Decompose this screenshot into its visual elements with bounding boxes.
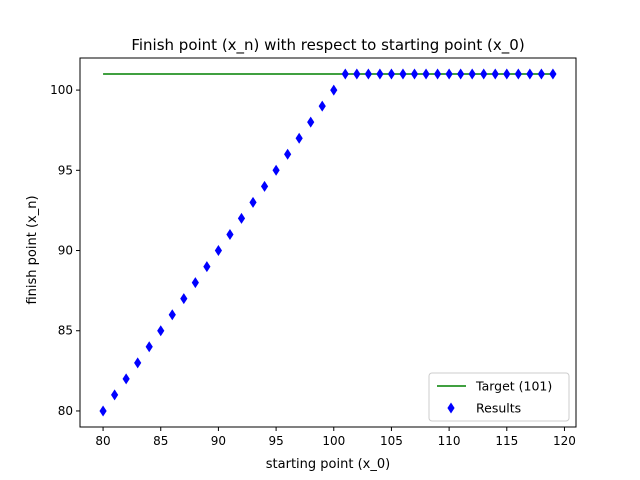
y-tick-label: 80 (58, 404, 73, 418)
data-point-results (99, 405, 107, 417)
y-tick-label: 95 (58, 163, 73, 177)
data-point-results (145, 341, 153, 353)
legend-entry-label: Target (101) (475, 379, 552, 394)
x-tick-label: 100 (322, 434, 345, 448)
legend: Target (101) Results (428, 372, 570, 422)
data-point-results (330, 84, 338, 96)
data-point-results (318, 100, 326, 112)
legend-box (428, 372, 570, 422)
y-tick-label: 85 (58, 324, 73, 338)
plot-frame (79, 57, 577, 428)
data-point-results (457, 68, 465, 80)
data-point-results (353, 68, 361, 80)
data-point-results (203, 261, 211, 273)
data-point-results (226, 228, 234, 240)
data-point-results (111, 389, 119, 401)
x-tick-label: 115 (495, 434, 518, 448)
data-point-results (249, 196, 257, 208)
plot-area (99, 68, 557, 417)
data-point-results (445, 68, 453, 80)
data-point-results (157, 325, 165, 337)
data-point-results (134, 357, 142, 369)
y-axis-label: finish point (x_n) (25, 195, 40, 304)
data-point-results (433, 68, 442, 80)
data-point-results (237, 212, 246, 224)
data-point-results (122, 373, 130, 385)
data-point-results (514, 68, 522, 80)
data-point-results (526, 68, 534, 80)
data-point-results (399, 68, 407, 80)
data-point-results (214, 245, 223, 257)
data-point-results (191, 277, 199, 289)
data-point-results (168, 309, 176, 321)
data-point-results (480, 68, 488, 80)
axes: 80 85 90 95 100 105 110 115 120 80 85 90 95 100 (50, 57, 577, 448)
data-point-results (376, 68, 384, 80)
x-tick-label: 90 (211, 434, 226, 448)
data-point-results (180, 293, 188, 305)
data-point-results (364, 68, 372, 80)
data-point-results (307, 116, 315, 128)
data-point-results (549, 68, 557, 80)
legend-swatch-results (447, 402, 455, 414)
data-point-results (468, 68, 476, 80)
chart-title: Finish point (x_n) with respect to start… (131, 36, 524, 55)
data-point-results (295, 132, 303, 144)
data-point-results (503, 68, 511, 80)
data-point-results (341, 68, 349, 80)
x-tick-label: 105 (380, 434, 403, 448)
data-point-results (537, 68, 545, 80)
x-tick-label: 120 (553, 434, 576, 448)
data-point-results (410, 68, 419, 80)
x-tick-label: 80 (95, 434, 110, 448)
data-point-results (272, 164, 280, 176)
data-point-results (387, 68, 396, 80)
y-tick-label: 90 (58, 244, 73, 258)
x-axis-label: starting point (x_0) (266, 457, 390, 472)
x-tick-label: 85 (153, 434, 168, 448)
data-point-results (260, 180, 269, 192)
x-tick-label: 95 (268, 434, 283, 448)
x-tick-label: 110 (438, 434, 461, 448)
data-point-results (422, 68, 430, 80)
y-tick-label: 100 (50, 83, 73, 97)
data-point-results (491, 68, 499, 80)
data-point-results (284, 148, 292, 160)
legend-entry-label: Results (476, 401, 521, 416)
